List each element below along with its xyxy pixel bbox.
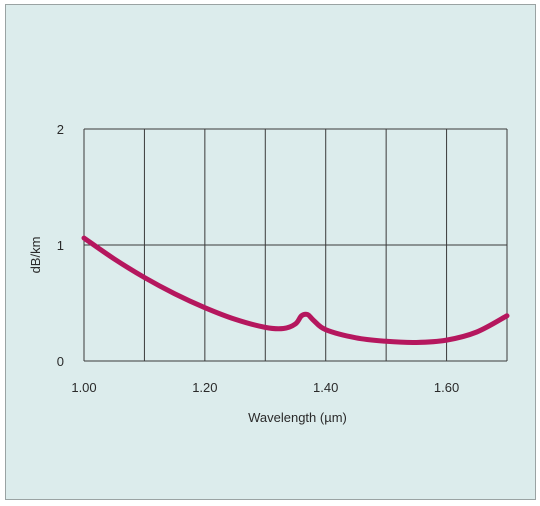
series-line: [81, 235, 510, 345]
x-tick-label: 1.20: [192, 380, 217, 395]
x-tick-label: 1.60: [434, 380, 459, 395]
y-tick-label: 0: [57, 354, 64, 369]
grid: [83, 128, 508, 362]
y-tick-label: 2: [57, 122, 64, 137]
x-tick-label: 1.40: [313, 380, 338, 395]
y-tick-labels: 0 1 2: [57, 122, 64, 369]
y-tick-label: 1: [57, 238, 64, 253]
chart-panel: [5, 4, 536, 500]
x-tick-label: 1.00: [71, 380, 96, 395]
x-axis-label: Wavelength (µm): [248, 410, 347, 425]
x-tick-labels: 1.00 1.20 1.40 1.60: [71, 380, 459, 395]
y-axis-label: dB/km: [28, 237, 43, 274]
